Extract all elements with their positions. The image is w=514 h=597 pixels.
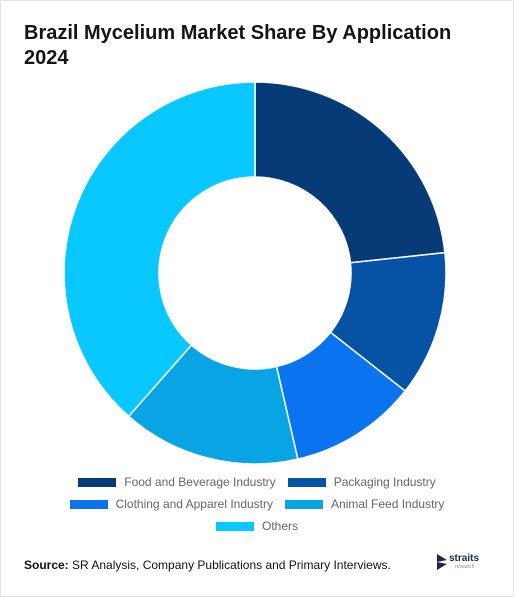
legend-swatch xyxy=(287,477,326,487)
legend-label: Clothing and Apparel Industry xyxy=(115,497,274,511)
donut-slice-others[interactable] xyxy=(63,81,256,418)
legend-label: Others xyxy=(261,519,298,533)
legend-swatch xyxy=(215,521,254,531)
legend-swatch xyxy=(285,499,324,509)
legend-label: Food and Beverage Industry xyxy=(124,475,276,489)
logo-subtext: research xyxy=(455,564,475,570)
logo-wordmark: straits xyxy=(449,553,480,564)
legend-item[interactable]: Food and Beverage Industry xyxy=(78,475,276,489)
legend-swatch xyxy=(78,477,117,487)
source-text: SR Analysis, Company Publications and Pr… xyxy=(68,558,391,572)
logo-mark-icon xyxy=(437,554,447,570)
source-label: Source: xyxy=(24,558,69,572)
chart-legend: Food and Beverage Industry Packaging Indu… xyxy=(1,471,513,537)
legend-swatch xyxy=(69,499,108,509)
legend-item[interactable]: Animal Feed Industry xyxy=(285,497,444,511)
donut-slice-food-and-beverage-industry[interactable] xyxy=(254,81,446,264)
legend-row: Food and Beverage Industry Packaging Indu… xyxy=(1,471,513,493)
straits-logo: straits research xyxy=(435,550,499,574)
donut-chart xyxy=(63,81,447,465)
legend-row: Clothing and Apparel Industry Animal Feed… xyxy=(1,493,513,515)
chart-title: Brazil Mycelium Market Share By Applicat… xyxy=(24,22,452,69)
legend-label: Animal Feed Industry xyxy=(331,497,445,511)
legend-label: Packaging Industry xyxy=(333,475,436,489)
legend-item[interactable]: Clothing and Apparel Industry xyxy=(69,497,274,511)
legend-item[interactable]: Others xyxy=(215,519,298,533)
legend-row: Others xyxy=(1,515,513,537)
legend-item[interactable]: Packaging Industry xyxy=(287,475,436,489)
source-note: Source: SR Analysis, Company Publication… xyxy=(24,558,391,572)
